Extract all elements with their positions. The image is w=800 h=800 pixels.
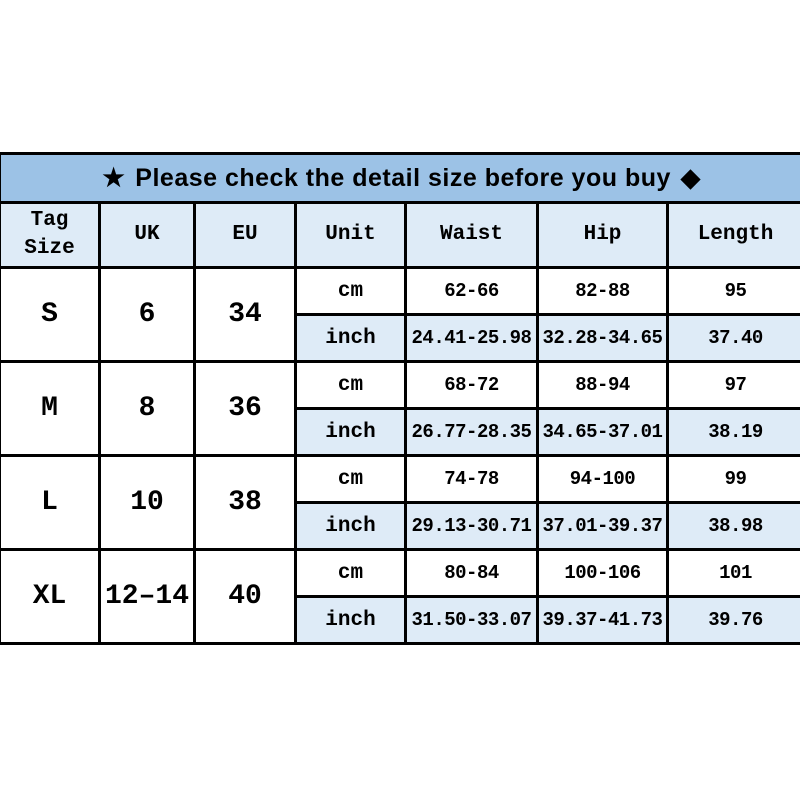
cell-uk-s: 6 [98,266,196,363]
cell-l-inch-unit: inch [294,501,407,551]
cell-xl-inch-hip: 39.37-41.73 [536,595,669,645]
cell-eu-l: 38 [193,454,297,551]
header-cell-length: Length [666,201,800,269]
cell-m-cm-waist: 68-72 [404,360,539,410]
cell-l-cm-length: 99 [666,454,800,504]
table-row-m-cm: M 8 36 cm 68-72 88-94 97 [0,360,800,457]
cell-xl-inch-waist: 31.50-33.07 [404,595,539,645]
diamond-icon: ◆ [680,164,701,192]
cell-l-inch-hip: 37.01-39.37 [536,501,669,551]
cell-xl-inch-unit: inch [294,595,407,645]
cell-m-cm-hip: 88-94 [536,360,669,410]
cell-s-cm-length: 95 [666,266,800,316]
header-cell-hip: Hip [536,201,669,269]
banner-text: Please check the detail size before you … [135,164,671,192]
cell-xl-cm-hip: 100-106 [536,548,669,598]
cell-eu-s: 34 [193,266,297,363]
cell-uk-m: 8 [98,360,196,457]
cell-l-cm-unit: cm [294,454,407,504]
cell-size-m: M [0,360,101,457]
cell-uk-l: 10 [98,454,196,551]
cell-xl-cm-length: 101 [666,548,800,598]
header-cell-tag-size: Tag Size [0,201,101,269]
header-cell-eu: EU [193,201,297,269]
cell-uk-xl: 12–14 [98,548,196,645]
cell-s-inch-waist: 24.41-25.98 [404,313,539,363]
table-row-xl-inch: inch 31.50-33.07 39.37-41.73 39.76 [0,595,800,645]
cell-l-inch-waist: 29.13-30.71 [404,501,539,551]
cell-size-l: L [0,454,101,551]
cell-l-inch-length: 38.98 [666,501,800,551]
size-chart-table: ★ Please check the detail size before you… [0,152,800,645]
star-icon: ★ [102,164,126,192]
cell-xl-cm-unit: cm [294,548,407,598]
cell-s-inch-length: 37.40 [666,313,800,363]
header-cell-unit: Unit [294,201,407,269]
cell-size-xl: XL [0,548,101,645]
cell-m-inch-hip: 34.65-37.01 [536,407,669,457]
table-row-s-inch: inch 24.41-25.98 32.28-34.65 37.40 [0,313,800,363]
header-row: Tag Size UK EU Unit Waist Hip Length [0,201,800,269]
header-cell-waist: Waist [404,201,539,269]
table-row-m-inch: inch 26.77-28.35 34.65-37.01 38.19 [0,407,800,457]
cell-size-s: S [0,266,101,363]
cell-xl-cm-waist: 80-84 [404,548,539,598]
cell-m-inch-waist: 26.77-28.35 [404,407,539,457]
cell-s-cm-hip: 82-88 [536,266,669,316]
cell-s-inch-unit: inch [294,313,407,363]
header-cell-uk: UK [98,201,196,269]
table-row-xl-cm: XL 12–14 40 cm 80-84 100-106 101 [0,548,800,645]
table-row-s-cm: S 6 34 cm 62-66 82-88 95 [0,266,800,363]
table-row-l-inch: inch 29.13-30.71 37.01-39.37 38.98 [0,501,800,551]
cell-m-cm-length: 97 [666,360,800,410]
cell-m-cm-unit: cm [294,360,407,410]
cell-l-cm-waist: 74-78 [404,454,539,504]
cell-eu-xl: 40 [193,548,297,645]
cell-eu-m: 36 [193,360,297,457]
cell-m-inch-unit: inch [294,407,407,457]
cell-l-cm-hip: 94-100 [536,454,669,504]
table-row-l-cm: L 10 38 cm 74-78 94-100 99 [0,454,800,551]
cell-s-cm-unit: cm [294,266,407,316]
cell-s-inch-hip: 32.28-34.65 [536,313,669,363]
banner-cell: ★ Please check the detail size before you… [0,152,800,204]
cell-s-cm-waist: 62-66 [404,266,539,316]
banner-row: ★ Please check the detail size before you… [0,152,800,204]
cell-xl-inch-length: 39.76 [666,595,800,645]
cell-m-inch-length: 38.19 [666,407,800,457]
